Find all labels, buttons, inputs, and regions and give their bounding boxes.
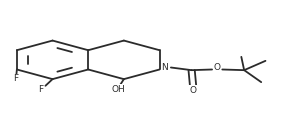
- Text: OH: OH: [111, 85, 125, 94]
- Text: O: O: [214, 63, 221, 72]
- Text: F: F: [39, 85, 44, 94]
- Text: N: N: [161, 63, 168, 72]
- Text: F: F: [13, 74, 18, 83]
- Text: O: O: [189, 86, 197, 95]
